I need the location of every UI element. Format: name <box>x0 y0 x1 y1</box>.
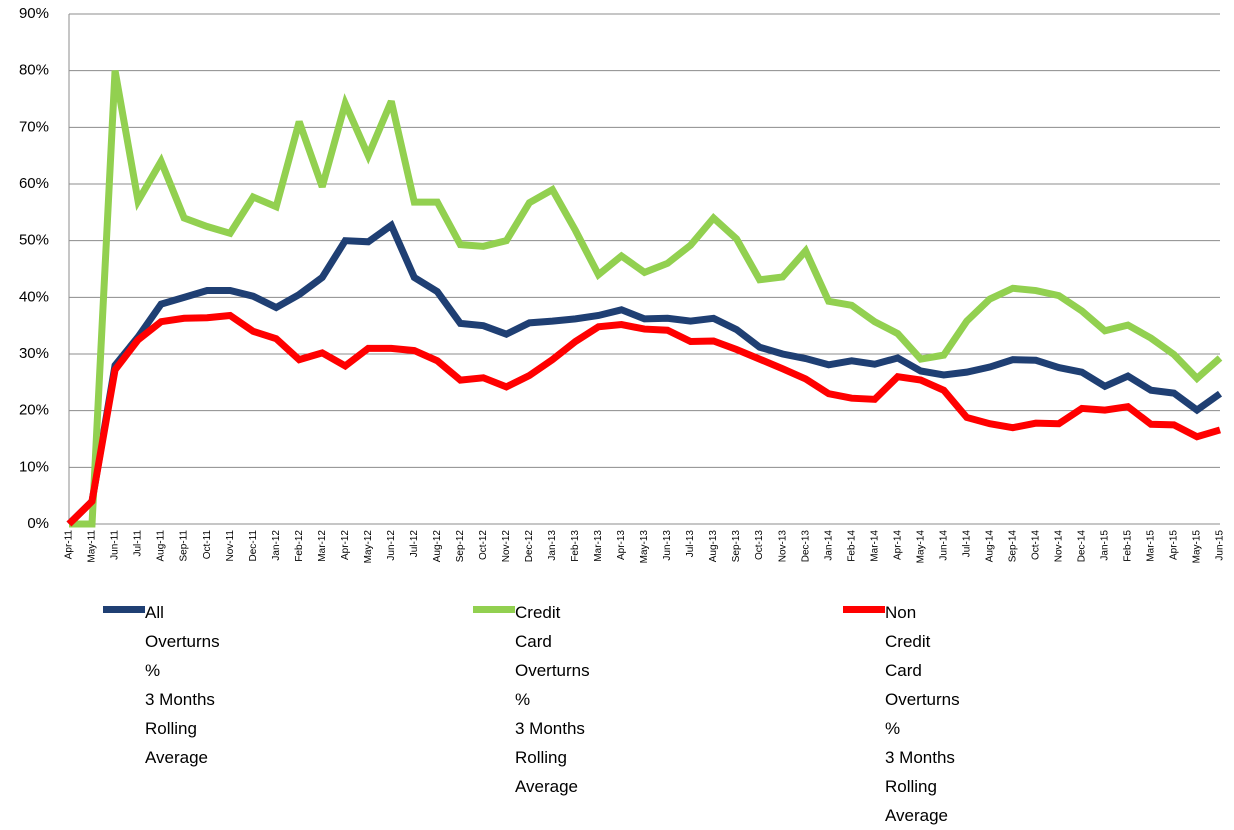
x-tick-label: Mar-13 <box>593 530 604 562</box>
x-tick-label: Dec-11 <box>248 530 259 562</box>
y-tick-label: 0% <box>27 515 49 532</box>
x-tick-label: Nov-12 <box>501 530 512 563</box>
chart: 0% 10% 20% 30% 40% 50% 60% 70% 80% 90% Apr-11 May-1… <box>19 5 1226 564</box>
x-tick-label: Apr-11 <box>64 530 75 560</box>
x-tick-label: Apr-13 <box>616 530 627 560</box>
legend-label: Non Credit Card Overturns % 3 Months Rol… <box>885 603 960 825</box>
y-tick-label: 50% <box>19 232 49 249</box>
series-line <box>69 70 1223 528</box>
x-tick-label: Jan-12 <box>271 530 282 561</box>
x-tick-label: Jun-13 <box>662 530 673 561</box>
x-tick-label: Dec-13 <box>800 530 811 563</box>
x-tick-label: May-11 <box>87 530 98 563</box>
x-tick-label: Apr-14 <box>892 530 903 560</box>
x-tick-label: Jun-14 <box>938 530 949 561</box>
y-tick-label: 10% <box>19 458 49 475</box>
x-tick-label: Nov-14 <box>1054 530 1065 563</box>
x-tick-label: Sep-11 <box>179 530 190 562</box>
x-tick-label: May-15 <box>1192 530 1203 564</box>
legend-swatch <box>843 606 885 613</box>
x-tick-label: Feb-15 <box>1123 530 1134 562</box>
x-tick-label: Jan-13 <box>547 530 558 561</box>
series-line <box>66 220 1223 527</box>
y-tick-label: 80% <box>19 62 49 79</box>
x-tick-label: Sep-14 <box>1007 530 1018 563</box>
y-tick-label: 90% <box>19 5 49 22</box>
x-tick-label: Aug-11 <box>156 530 167 562</box>
x-tick-label: Mar-15 <box>1146 530 1157 562</box>
x-tick-label: Feb-14 <box>846 530 857 562</box>
x-tick-label: Oct-11 <box>202 530 213 560</box>
x-tick-label: Aug-13 <box>708 530 719 563</box>
x-tick-label: Apr-15 <box>1169 530 1180 560</box>
x-tick-label: Feb-13 <box>570 530 581 562</box>
x-tick-label: May-14 <box>915 530 926 564</box>
x-tick-label: Nov-13 <box>777 530 788 563</box>
x-tick-label: Jul-11 <box>133 530 144 557</box>
x-tick-label: Jun-15 <box>1215 530 1226 561</box>
x-tick-label: Jul-13 <box>685 530 696 558</box>
x-tick-label: Sep-12 <box>455 530 466 563</box>
x-tick-label: May-12 <box>363 530 374 564</box>
page: {"chart_data": {"type": "line", "categor… <box>18 4 1226 825</box>
legend-label: Credit Card Overturns % 3 Months Rolling… <box>515 603 590 796</box>
y-tick-label: 70% <box>19 118 49 135</box>
y-tick-label: 30% <box>19 345 49 362</box>
x-tick-label: Jun-11 <box>110 530 121 560</box>
x-tick-label: Dec-14 <box>1077 530 1088 563</box>
x-tick-label: Mar-12 <box>317 530 328 562</box>
x-tick-label: Oct-12 <box>478 530 489 560</box>
x-tick-label: Nov-11 <box>225 530 236 562</box>
x-tick-label: Sep-13 <box>731 530 742 563</box>
x-tick-label: Jan-15 <box>1100 530 1111 561</box>
legend-swatch <box>473 606 515 613</box>
x-tick-label: Oct-14 <box>1030 530 1041 560</box>
x-tick-label: Jan-14 <box>823 530 834 561</box>
x-tick-label: Oct-13 <box>754 530 765 560</box>
x-tick-label: Jul-12 <box>409 530 420 558</box>
x-tick-label: Jul-14 <box>961 530 972 558</box>
series-line <box>66 311 1221 527</box>
y-tick-label: 60% <box>19 175 49 192</box>
x-tick-label: Jun-12 <box>386 530 397 561</box>
legend-label: All Overturns % 3 Months Rolling Average <box>145 603 220 767</box>
x-tick-label: Feb-12 <box>294 530 305 562</box>
x-tick-label: Aug-14 <box>984 530 995 563</box>
x-tick-label: May-13 <box>639 530 650 564</box>
x-tick-label: Dec-12 <box>524 530 535 563</box>
y-tick-label: 20% <box>19 402 49 419</box>
y-tick-label: 40% <box>19 288 49 305</box>
legend-swatch <box>103 606 145 613</box>
x-tick-label: Mar-14 <box>869 530 880 562</box>
x-tick-label: Apr-12 <box>340 530 351 560</box>
x-tick-label: Aug-12 <box>432 530 443 563</box>
